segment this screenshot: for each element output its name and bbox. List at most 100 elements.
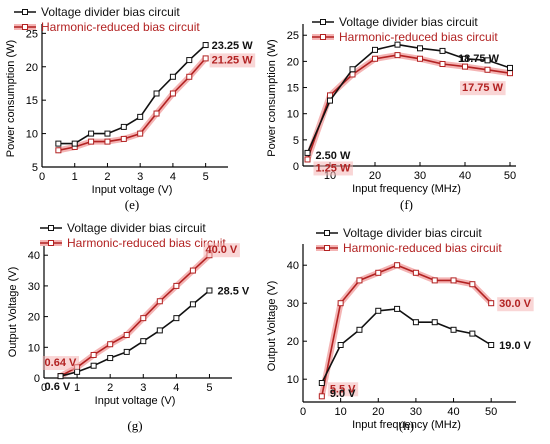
y-tick-label: 15 [287,83,299,95]
legend-marker [320,34,326,40]
x-tick-label: 4 [170,171,176,183]
data-point [55,147,62,154]
x-tick-label: 40 [447,406,459,418]
data-point [304,156,311,163]
data-point [104,130,111,137]
x-tick-label: 1 [74,382,80,394]
series-line [321,264,492,397]
series-line [58,57,207,152]
data-point [123,332,130,339]
data-point [484,66,491,73]
data-point [304,149,311,156]
data-point [450,326,457,333]
data-annotation: 0.6 V [45,381,71,393]
legend-marker [22,24,28,30]
data-point [173,282,180,289]
data-point [488,342,495,348]
data-point [107,355,114,362]
x-tick-label: 10 [335,406,347,418]
panel-caption: (e) [125,197,139,212]
series-halo [318,262,495,400]
y-tick-label: 30 [287,298,299,310]
x-tick-label: 50 [485,406,497,418]
y-axis-title: Power consumption (W) [266,39,278,156]
series-line [60,289,211,377]
data-annotation: 0.64 V [45,357,77,369]
y-tick-label: 20 [28,312,40,324]
x-tick-label: 2 [107,382,113,394]
data-point [173,315,180,322]
data-point [153,110,160,117]
data-point [123,348,130,355]
y-tick-label: 20 [287,56,299,68]
legend-marker [48,240,54,246]
data-point [462,63,468,70]
y-tick-label: 20 [287,336,299,348]
data-point [507,64,513,71]
y-tick-label: 5 [293,135,299,147]
data-point [356,326,363,333]
data-annotation: 40.0 V [205,244,237,256]
data-point [439,61,446,67]
data-point [206,287,213,294]
y-tick-label: 20 [26,62,38,74]
data-annotation: 9.0 V [330,388,356,400]
data-point [156,298,163,305]
legend-label: Harmonic-reduced bias circuit [339,30,498,44]
data-point [337,342,344,348]
data-point [90,351,97,358]
legend-label: Harmonic-reduced bias circuit [67,236,226,250]
x-tick-label: 20 [372,406,384,418]
data-point [120,123,127,130]
series-halo [57,252,213,379]
x-tick-label: 40 [459,170,471,182]
data-point [88,138,95,145]
annotation-highlight [313,161,353,176]
y-tick-label: 10 [26,129,38,141]
x-axis-title: Input voltage (V) [92,184,173,196]
data-point [57,373,64,380]
x-tick-label: 0 [300,406,306,418]
y-tick-label: 25 [287,30,299,42]
data-point [137,130,144,137]
x-tick-label: 4 [173,382,179,394]
series-halo [304,52,513,163]
data-annotation: 23.25 W [212,40,254,52]
y-tick-label: 25 [26,28,38,40]
x-tick-label: 1 [72,171,78,183]
data-point [469,281,476,288]
annotation-highlight [497,297,534,312]
data-annotation: 5.5 V [330,383,356,395]
panel-e: 0 1 2 3 4 5 5 10 15 20 25 Input voltage (V) Power co… [5,5,256,212]
data-annotation: 1.25 W [316,162,351,174]
data-point [394,52,401,59]
data-annotation: 18.75 W [458,53,500,65]
annotation-highlight [460,81,506,96]
data-point [186,73,193,80]
data-point [202,42,209,49]
data-point [120,135,127,142]
panel-caption: (g) [127,418,142,433]
legend-marker [48,225,54,231]
y-tick-label: 0 [34,373,40,385]
data-point [318,380,325,386]
legend-label: Voltage divider bias circuit [41,5,180,19]
annotation-highlight [327,382,359,397]
data-annotation: 19.0 V [499,340,531,352]
data-point [469,330,476,337]
data-point [186,57,193,64]
data-point [412,319,419,326]
data-point [153,90,160,97]
annotation-highlight [209,53,256,68]
data-point [90,362,97,369]
series-line [321,308,492,384]
data-point [107,341,114,348]
panel-caption: (h) [399,418,414,433]
data-point [484,57,491,64]
series-line [58,44,207,145]
data-point [372,46,378,53]
x-axis-title: Input frequency (MHz) [352,183,461,195]
